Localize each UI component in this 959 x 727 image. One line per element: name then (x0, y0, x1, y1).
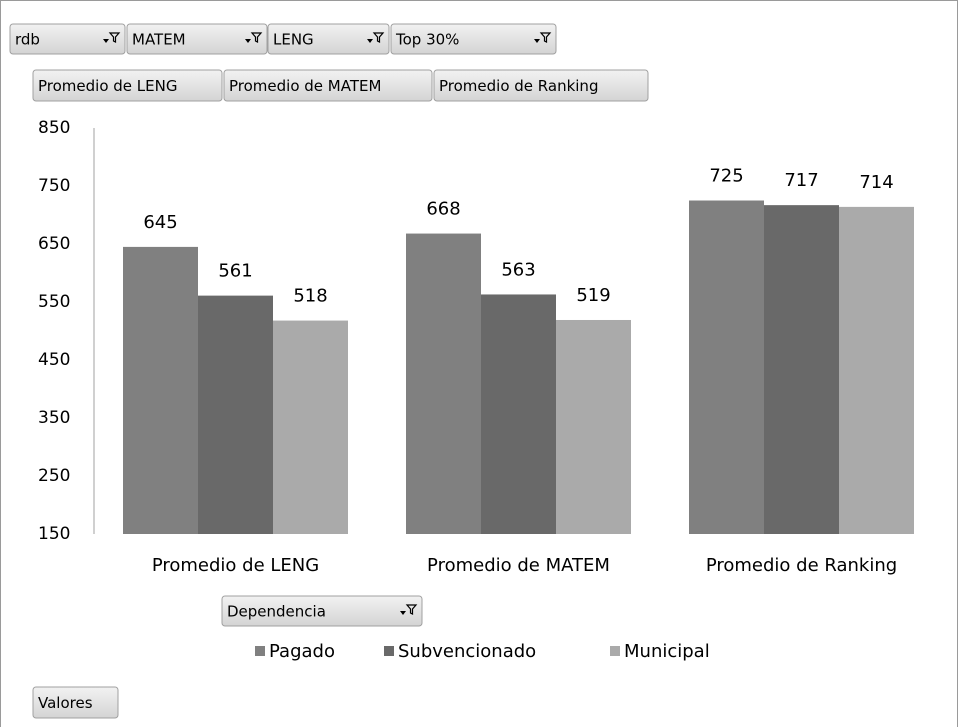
button-label: Promedio de LENG (38, 77, 177, 95)
y-tick-label: 350 (38, 408, 70, 428)
data-label: 563 (501, 259, 535, 280)
data-label: 519 (576, 285, 610, 306)
legend-swatch (255, 646, 265, 656)
button-bg (9, 23, 126, 55)
filter-icon (108, 32, 121, 43)
pivot-button[interactable]: LENG (267, 23, 390, 55)
data-label: 561 (218, 261, 252, 282)
data-label: 714 (859, 172, 893, 193)
filter-icon (372, 32, 385, 43)
y-tick-label: 150 (38, 524, 70, 544)
pivot-button[interactable]: Promedio de LENG (32, 69, 223, 102)
bar (406, 233, 481, 534)
button-bg (221, 595, 423, 627)
data-label: 645 (143, 212, 177, 233)
data-label: 518 (293, 286, 327, 307)
filter-icon (250, 32, 263, 43)
filter-icon (539, 32, 552, 43)
button-label: Promedio de Ranking (439, 77, 598, 95)
data-label: 725 (709, 166, 743, 187)
y-tick-label: 250 (38, 466, 70, 486)
button-label: MATEM (132, 31, 186, 49)
dropdown-arrow (367, 39, 373, 43)
pivot-button[interactable]: MATEM (126, 23, 268, 55)
legend-label: Pagado (269, 641, 335, 662)
filter-icon (405, 604, 418, 615)
bar (556, 319, 631, 534)
legend-swatch (384, 646, 394, 656)
bar (123, 246, 198, 534)
dropdown-arrow (534, 39, 540, 43)
button-bg (223, 69, 433, 102)
bar (839, 206, 914, 534)
button-bg (32, 69, 223, 102)
dropdown-arrow (245, 39, 251, 43)
dropdown-arrow (400, 611, 406, 615)
y-tick-label: 750 (38, 176, 70, 196)
bar (481, 294, 556, 534)
y-tick-label: 550 (38, 292, 70, 312)
bar (198, 295, 273, 534)
button-bg (32, 686, 119, 719)
button-bg (390, 23, 557, 55)
data-label: 668 (426, 199, 460, 220)
pivot-button[interactable]: Dependencia (221, 595, 423, 627)
x-tick-label: Promedio de MATEM (427, 555, 610, 576)
button-label: Valores (38, 694, 93, 712)
pivot-button[interactable]: Valores (32, 686, 119, 719)
button-label: Dependencia (227, 603, 326, 621)
legend-label: Subvencionado (398, 641, 536, 662)
y-tick-label: 850 (38, 118, 70, 138)
bar (764, 205, 839, 534)
x-tick-label: Promedio de LENG (152, 555, 319, 576)
bar (689, 200, 764, 534)
button-label: Top 30% (395, 31, 459, 49)
data-label: 717 (784, 170, 818, 191)
y-tick-label: 450 (38, 350, 70, 370)
pivot-button[interactable]: Top 30% (390, 23, 557, 55)
button-label: LENG (273, 31, 314, 49)
button-bg (126, 23, 268, 55)
button-bg (267, 23, 390, 55)
bar (273, 320, 348, 534)
legend-swatch (610, 646, 620, 656)
y-tick-label: 650 (38, 234, 70, 254)
button-label: Promedio de MATEM (229, 77, 381, 95)
x-tick-label: Promedio de Ranking (706, 555, 897, 576)
button-bg (433, 69, 649, 102)
dropdown-arrow (103, 39, 109, 43)
pivot-button[interactable]: Promedio de MATEM (223, 69, 433, 102)
pivot-button[interactable]: rdb (9, 23, 126, 55)
legend-label: Municipal (624, 641, 710, 662)
button-label: rdb (15, 31, 40, 49)
pivot-button[interactable]: Promedio de Ranking (433, 69, 649, 102)
